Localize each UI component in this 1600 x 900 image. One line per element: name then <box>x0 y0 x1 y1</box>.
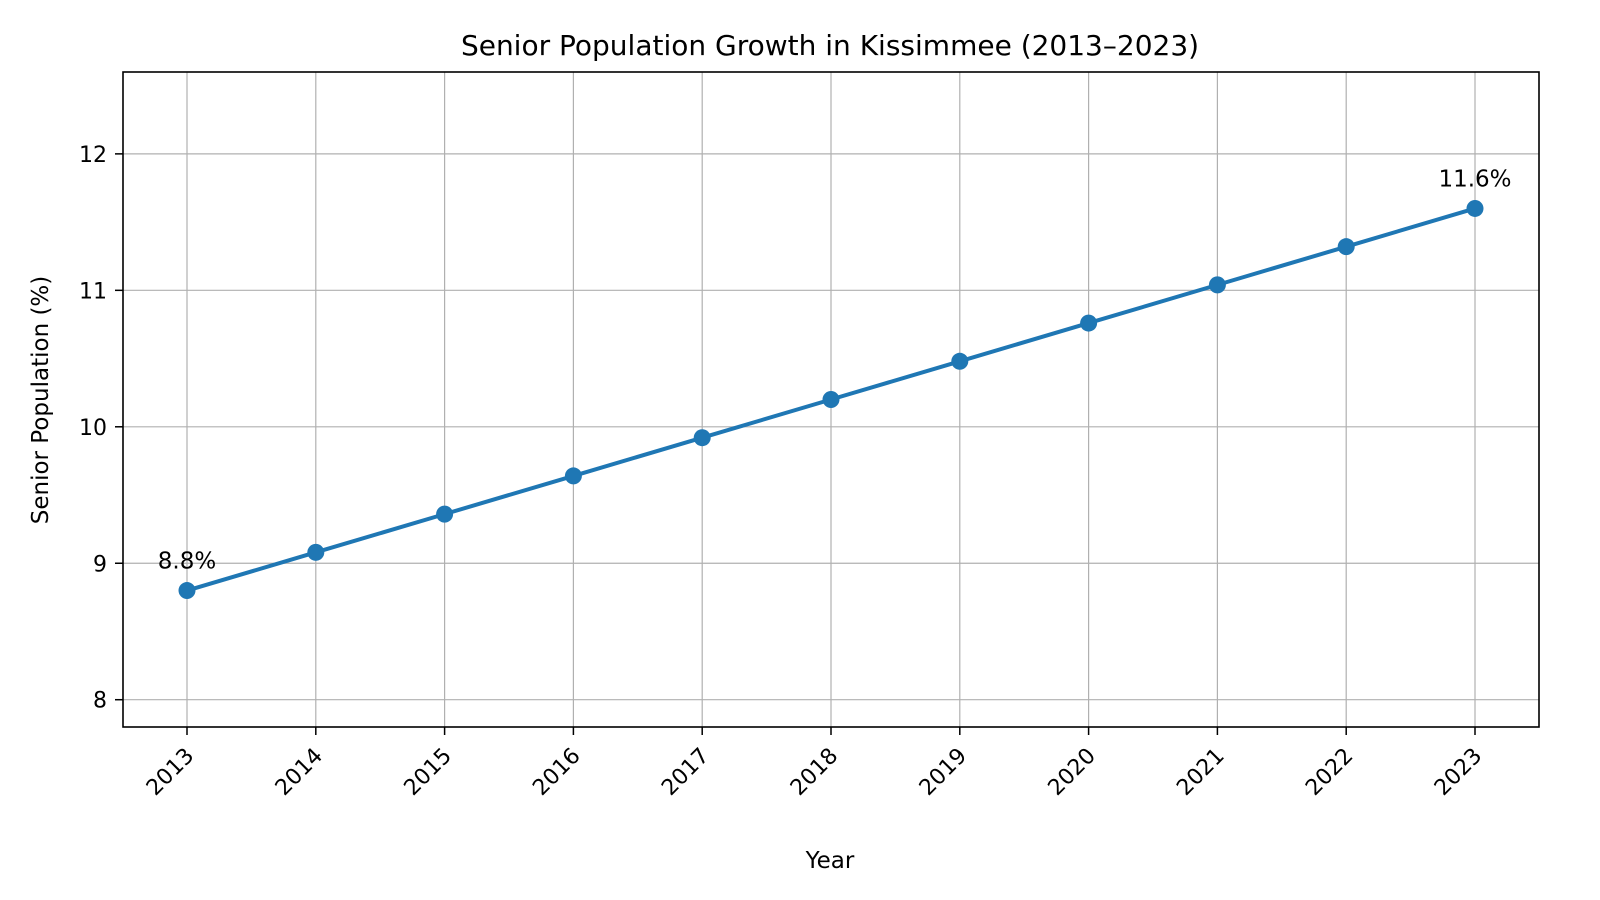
data-point <box>307 543 325 561</box>
data-point <box>693 429 711 447</box>
data-point <box>822 391 840 408</box>
data-point <box>1208 276 1226 294</box>
data-label: 11.6% <box>1438 166 1511 192</box>
annotations: 8.8% 11.6% <box>158 166 1512 574</box>
data-point <box>1080 314 1098 332</box>
y-tick-label: 8 <box>93 689 107 714</box>
chart-title: Senior Population Growth in Kissimmee (2… <box>461 29 1199 62</box>
data-point <box>1337 238 1355 256</box>
data-point <box>951 352 969 370</box>
y-axis-label: Senior Population (%) <box>28 276 54 525</box>
x-axis-label: Year <box>805 848 855 874</box>
y-tick-label: 10 <box>79 416 107 441</box>
y-tick-label: 9 <box>93 552 107 577</box>
y-tick-label: 11 <box>79 279 107 304</box>
data-point <box>436 505 454 523</box>
data-point <box>178 582 196 600</box>
data-point <box>1466 199 1484 217</box>
data-point <box>564 467 582 485</box>
series-layer <box>178 199 1484 600</box>
y-tick-label: 12 <box>79 143 107 168</box>
data-label: 8.8% <box>158 549 216 575</box>
